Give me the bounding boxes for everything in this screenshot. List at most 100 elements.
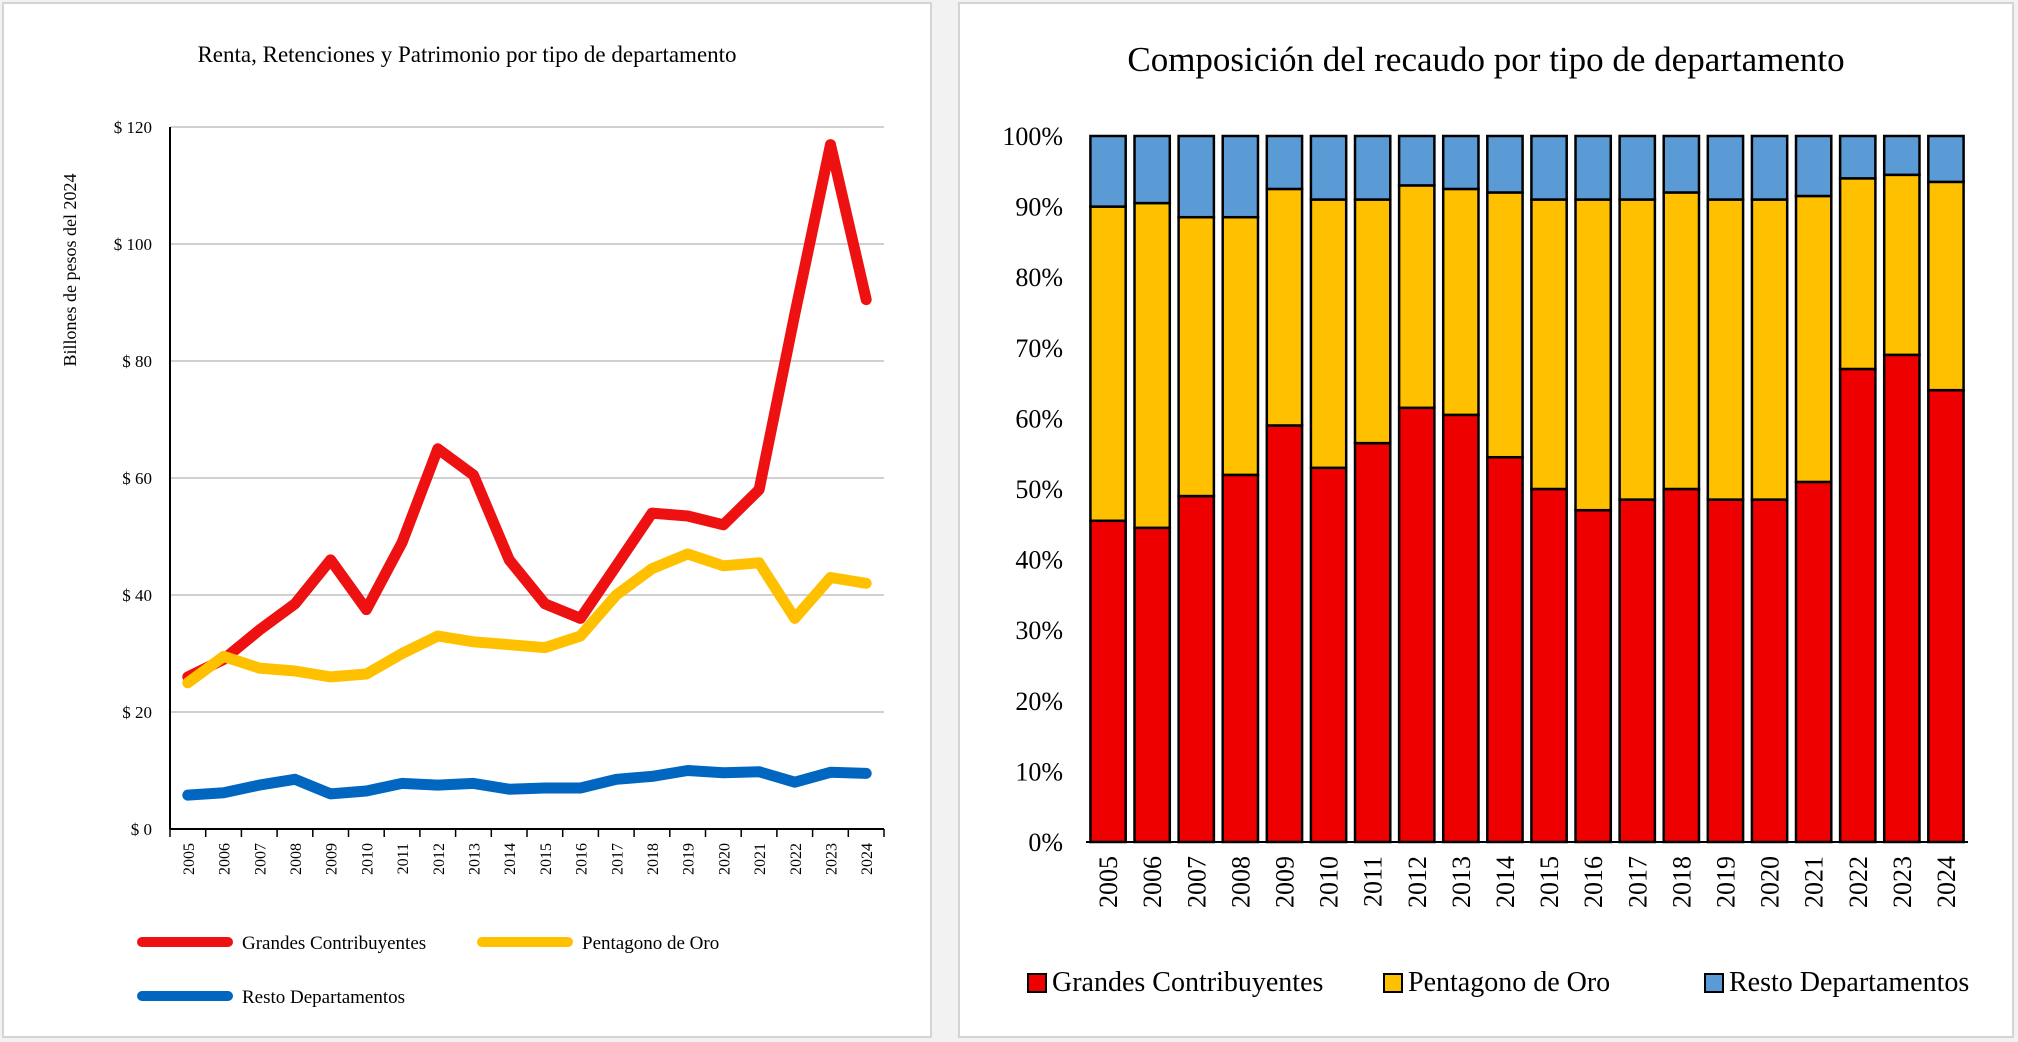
legend-label: Pentagono de Oro [582,933,719,954]
bar-segment [1530,198,1568,491]
bar-segment [1706,498,1745,844]
x-tick-label: 2016 [574,843,591,875]
y-tick-label: $ 60 [122,469,152,488]
bar-segment [1618,198,1657,501]
x-tick-label: 2024 [859,843,876,875]
bar-segment [1265,187,1304,427]
x-tick-label: 2019 [681,843,698,875]
series-line [182,139,872,683]
x-tick-label: 2015 [538,843,555,875]
bar-segment [1530,134,1568,201]
bar-segment [1927,388,1965,844]
bar-segment [1574,198,1613,512]
x-tick-label: 2018 [645,843,662,875]
bar-segment [1662,487,1701,844]
x-tick-label: 2016 [1579,856,1608,908]
bar-segment [1441,187,1480,417]
x-tick-label: 2017 [1623,856,1652,908]
bar-segment [1353,134,1392,201]
bar-segment [1133,201,1172,530]
x-tick-label: 2010 [1315,856,1344,908]
bar-segment [1882,353,1921,844]
bar-segment [1882,134,1921,177]
x-tick-label: 2009 [324,843,341,875]
stacked-bar-chart: Composición del recaudo por tipo de depa… [1002,40,1969,998]
legend-swatch [1383,973,1403,993]
x-tick-label: 2009 [1270,856,1299,908]
bar-segment [1574,134,1613,201]
legend-label: Grandes Contribuyentes [1052,967,1323,998]
line-chart: Renta, Retenciones y Patrimonio por tipo… [60,42,885,1008]
bar-segment [1927,134,1965,184]
bar-segment [1353,198,1392,445]
x-tick-label: 2008 [1226,856,1255,908]
x-tick-label: 2014 [502,843,519,875]
bar-segment [1662,191,1701,491]
x-tick-label: 2023 [823,843,840,875]
legend-label: Grandes Contribuyentes [242,933,426,954]
bar-segment [1265,424,1304,844]
bar-segment [1133,134,1172,205]
bar-segment [1486,134,1524,194]
bar-segment [1706,134,1745,201]
legend-label: Pentagono de Oro [1408,967,1610,998]
bar-segment [1882,173,1921,357]
x-tick-label: 2022 [1844,856,1873,908]
bar-segment [1441,413,1480,844]
bar-segment [1618,498,1657,844]
bar-segment [1221,215,1260,477]
x-tick-label: 2013 [1447,856,1476,908]
x-tick-label: 2017 [609,843,626,875]
x-tick-label: 2006 [1138,856,1167,908]
x-tick-label: 2020 [716,843,733,875]
y-tick-label: 10% [1015,757,1063,786]
legend-label: Resto Departamentos [242,987,405,1008]
chart-title: Composición del recaudo por tipo de depa… [1127,40,1844,79]
bar-segment [1177,134,1216,219]
bar-segment [1177,494,1216,844]
x-tick-label: 2007 [252,843,269,875]
y-tick-label: $ 100 [114,235,152,254]
x-tick-label: 2021 [752,843,769,875]
y-tick-label: 40% [1015,546,1063,575]
bar-segment [1838,367,1877,844]
y-tick-label: $ 40 [122,586,152,605]
bar-segment [1221,473,1260,844]
x-tick-label: 2021 [1800,856,1829,908]
x-tick-label: 2022 [788,843,805,875]
bar-segment [1927,180,1965,392]
bar-segment [1618,134,1657,201]
x-tick-label: 2005 [1094,856,1123,908]
x-tick-label: 2005 [181,843,198,875]
bar-segment [1838,134,1877,180]
legend-label: Resto Departamentos [1729,967,1969,998]
x-tick-label: 2020 [1756,856,1785,908]
y-tick-label: 100% [1002,122,1063,151]
x-tick-label: 2018 [1667,856,1696,908]
y-axis-label: Billones de pesos del 2024 [60,174,80,367]
bar-segment [1574,508,1613,844]
bar-segment [1794,480,1833,844]
bar-segment [1177,215,1216,498]
stacked-bar-chart-panel: Composición del recaudo por tipo de depa… [958,2,2014,1038]
y-tick-label: 80% [1015,263,1063,292]
bar-segment [1397,134,1436,187]
bar-segment [1530,487,1568,844]
bar-segment [1441,134,1480,191]
y-tick-label: 20% [1015,687,1063,716]
y-tick-label: 50% [1015,475,1063,504]
x-tick-label: 2010 [359,843,376,875]
series-line [182,765,872,801]
bar-segment [1353,441,1392,844]
bar-segment [1750,198,1789,501]
y-tick-label: $ 0 [131,820,152,839]
bar-segment [1397,184,1436,410]
bar-segment [1089,205,1127,523]
x-tick-label: 2008 [288,843,305,875]
x-tick-label: 2019 [1711,856,1740,908]
bar-segment [1133,526,1172,844]
x-tick-label: 2013 [466,843,483,875]
bar-segment [1486,455,1524,844]
bar-segment [1265,134,1304,191]
x-tick-label: 2007 [1182,856,1211,908]
